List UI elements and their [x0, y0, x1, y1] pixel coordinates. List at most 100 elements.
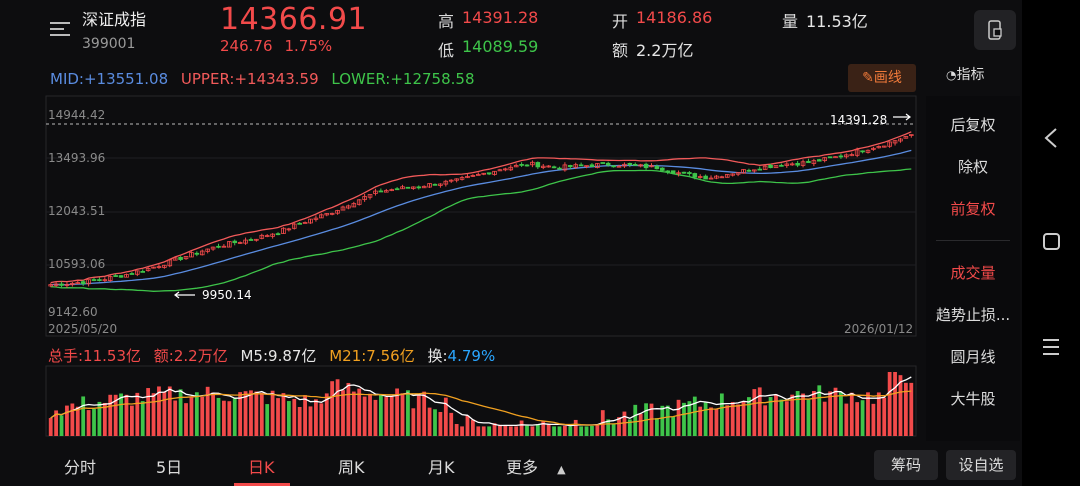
volume-bar: [541, 421, 546, 436]
volume-bar: [151, 393, 156, 436]
volume-bar: [779, 399, 784, 436]
volume-bar: [763, 405, 768, 436]
candle-body: [535, 162, 541, 168]
volume-bar: [665, 405, 670, 436]
candle-body: [486, 172, 492, 175]
candle-body: [297, 222, 302, 225]
tab-intraday[interactable]: 分时: [64, 458, 97, 477]
candle-body: [470, 175, 476, 177]
y-tick-2: 13493.96: [48, 151, 106, 165]
volume-bar: [173, 400, 178, 436]
volume-bar: [140, 401, 145, 436]
volume-bar: [216, 397, 221, 436]
volume-bar: [406, 390, 410, 436]
candle-body: [838, 155, 844, 158]
min-price-marker: 9950.14: [202, 288, 252, 302]
candle-body: [167, 259, 173, 267]
side-item-ex-rights[interactable]: 除权: [957, 158, 988, 176]
volume-bar: [378, 394, 383, 436]
side-item-back-adjust[interactable]: 后复权: [950, 116, 996, 134]
upper-value: UPPER:+14343.59: [180, 70, 319, 88]
candle-body: [660, 167, 665, 171]
stock-app: 深证成指 399001 14366.91 246.76 1.75% 高 14391…: [0, 0, 1022, 486]
candle-body: [638, 164, 643, 167]
candle-body: [892, 140, 898, 144]
side-item-trend-stop[interactable]: 趋势止损...: [935, 306, 1011, 324]
volume-bar: [692, 396, 697, 436]
volume-bar: [638, 413, 643, 436]
volume-bar: [362, 396, 367, 436]
candle-body: [833, 156, 838, 159]
side-item-bull-stock[interactable]: 大牛股: [950, 390, 996, 408]
volume-bar: [855, 402, 860, 436]
side-item-forward-adjust[interactable]: 前复权: [950, 200, 996, 218]
volume-bar: [324, 393, 329, 436]
candle-body: [562, 164, 568, 171]
volume-bar: [222, 400, 226, 436]
draw-line-button[interactable]: ✎画线: [848, 64, 916, 92]
candle-body: [438, 183, 443, 186]
volume-bar: [514, 426, 519, 436]
kline-chart[interactable]: [0, 0, 1022, 446]
volume-bar: [470, 419, 475, 436]
phone-icon: [988, 20, 1002, 40]
landscape-toggle-button[interactable]: [974, 10, 1016, 50]
indicator-button[interactable]: ◔指标: [946, 64, 984, 84]
candle-body: [86, 279, 91, 285]
amount-label: 额: [612, 41, 629, 60]
candle-body: [346, 205, 351, 209]
tab-more[interactable]: 更多 ▲: [506, 454, 566, 478]
candle-body: [227, 241, 232, 248]
volume-bar: [454, 424, 459, 436]
volume-bar: [790, 394, 795, 436]
volume-bar: [893, 372, 897, 436]
volume-bar: [81, 396, 86, 436]
boll-legend: MID:+13551.08 UPPER:+14343.59 LOWER:+127…: [50, 70, 482, 88]
volume-bar: [530, 426, 535, 436]
volume-bar: [48, 418, 53, 436]
add-watchlist-button[interactable]: 设自选: [946, 450, 1016, 480]
candle-body: [568, 165, 573, 168]
candle-body: [53, 283, 59, 286]
volume-bar: [113, 394, 118, 436]
price-change: 246.76 1.75%: [220, 37, 344, 55]
candle-body: [210, 246, 216, 250]
candle-body: [432, 183, 438, 186]
candle-body: [697, 176, 703, 178]
candle-body: [205, 248, 210, 252]
candle-body: [584, 165, 589, 167]
candle-body: [216, 245, 221, 248]
back-icon: [1044, 128, 1057, 148]
volume-bar: [276, 398, 280, 436]
side-item-moon-line[interactable]: 圆月线: [950, 348, 996, 366]
candle-body: [172, 257, 178, 261]
candle-body: [302, 222, 308, 224]
tab-daily-k[interactable]: 日K: [248, 458, 275, 477]
volume-bar: [281, 393, 286, 436]
menu-icon[interactable]: [50, 22, 70, 38]
volume-bar: [898, 375, 903, 436]
tab-monthly-k[interactable]: 月K: [428, 458, 455, 477]
candle-body: [237, 242, 243, 244]
candle-body: [903, 136, 909, 139]
volume-bar: [476, 426, 481, 436]
volume-bar: [232, 398, 237, 436]
candle-body: [270, 233, 275, 237]
y-tick-5: 9142.60: [48, 305, 98, 319]
candle-body: [681, 171, 687, 174]
volume-bar: [129, 405, 134, 436]
chips-button[interactable]: 筹码: [874, 450, 938, 480]
tab-5day[interactable]: 5日: [156, 458, 183, 477]
candle-body: [513, 164, 519, 168]
volume-bar: [97, 401, 102, 436]
volume-bar: [205, 386, 210, 436]
volume-bar: [157, 386, 161, 436]
volume-bar: [292, 398, 297, 436]
volume-bar: [86, 410, 91, 436]
side-item-volume[interactable]: 成交量: [950, 264, 996, 282]
tab-weekly-k[interactable]: 周K: [338, 458, 365, 477]
volume-bar: [579, 426, 584, 436]
candle-body: [768, 164, 773, 169]
candle-body: [281, 227, 286, 234]
volume-bar: [259, 392, 264, 436]
